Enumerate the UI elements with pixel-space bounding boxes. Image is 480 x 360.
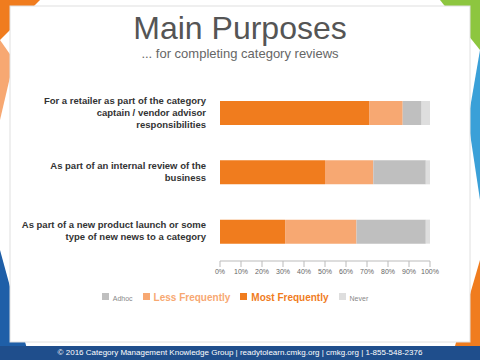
svg-text:20%: 20% xyxy=(255,268,269,275)
html-text:Less Frequently: Less Frequently xyxy=(153,292,231,303)
svg-text:80%: 80% xyxy=(381,268,395,275)
svg-text:30%: 30% xyxy=(276,268,290,275)
svg-text:50%: 50% xyxy=(318,268,332,275)
html-text:Main Purposes: Main Purposes xyxy=(133,10,347,46)
svg-text:70%: 70% xyxy=(360,268,374,275)
svg-text:100%: 100% xyxy=(421,268,439,275)
svg-text:As part of an internal review: As part of an internal review of thebusi… xyxy=(50,160,206,183)
svg-text:40%: 40% xyxy=(297,268,311,275)
svg-text:60%: 60% xyxy=(339,268,353,275)
svg-text:As part of a new product launc: As part of a new product launch or somet… xyxy=(22,219,207,242)
svg-text:90%: 90% xyxy=(402,268,416,275)
svg-text:10%: 10% xyxy=(234,268,248,275)
html-text:Never: Never xyxy=(349,295,369,302)
svg-text:For a retailer as part of the: For a retailer as part of the categoryca… xyxy=(44,95,207,130)
html-text:Most Frequently: Most Frequently xyxy=(251,292,329,303)
html-text:... for completing category re: ... for completing category reviews xyxy=(141,46,339,61)
html-text:Adhoc: Adhoc xyxy=(112,295,133,302)
html-text:© 2016 Category Management Kno: © 2016 Category Management Knowledge Gro… xyxy=(57,348,423,357)
svg-text:0%: 0% xyxy=(215,268,225,275)
